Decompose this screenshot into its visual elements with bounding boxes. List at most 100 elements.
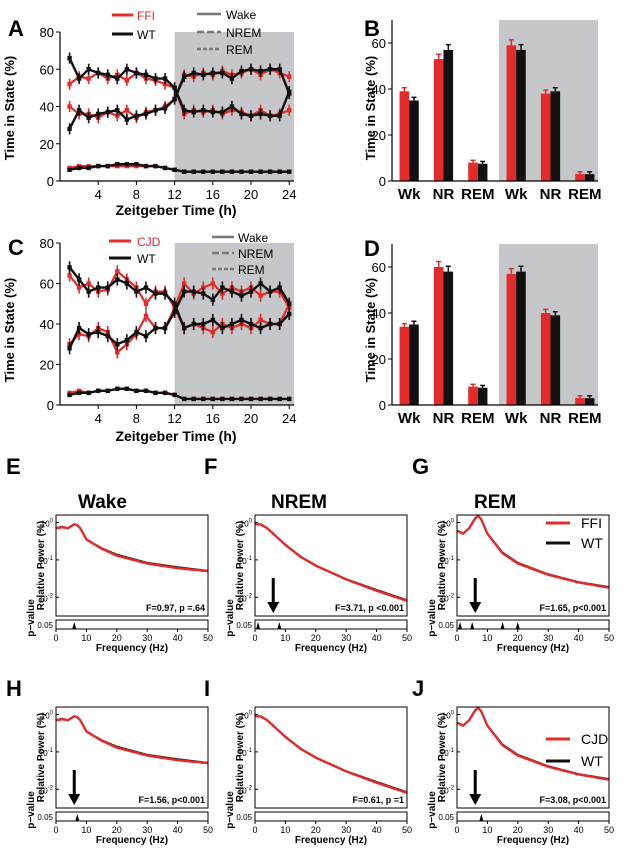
- bar: [468, 386, 478, 405]
- x-tick-label: 12: [167, 411, 181, 426]
- arrow-head: [267, 602, 280, 613]
- spectrum-line: [55, 523, 209, 572]
- pvalue-axis-label: p−value: [26, 791, 37, 829]
- panel-letter: H: [6, 676, 22, 701]
- data-point: [115, 277, 120, 282]
- bar: [477, 387, 488, 405]
- data-point: [210, 317, 216, 323]
- data-point: [267, 396, 273, 402]
- x-axis-label: Frequency (Hz): [295, 835, 367, 846]
- data-point: [86, 281, 91, 286]
- bar: [433, 267, 444, 405]
- x-tick-label: 10: [280, 825, 290, 835]
- plot-frame: [55, 514, 209, 617]
- data-point: [229, 321, 235, 327]
- panel-b: B Wk NR REM Wk NR REM 0 20 40 60 Time in State (%…: [363, 16, 602, 203]
- data-point: [153, 108, 158, 113]
- x-tick-label: Wk: [505, 410, 528, 427]
- spectrum-line: [55, 522, 209, 573]
- data-point: [76, 325, 82, 331]
- data-point: [96, 70, 101, 76]
- x-tick-label: 24: [282, 411, 296, 426]
- y-tick-label: 100: [41, 518, 54, 528]
- data-point: [258, 111, 263, 117]
- y-tick-label: 20: [40, 358, 54, 373]
- y-tick-label: 40: [372, 306, 386, 321]
- x-tick-label: 10: [482, 825, 492, 835]
- pvalue-bump: [515, 622, 520, 629]
- bar: [550, 315, 561, 405]
- bar: [443, 271, 454, 405]
- x-tick-label: 8: [133, 411, 140, 426]
- data-point: [229, 396, 235, 402]
- data-point: [76, 76, 82, 81]
- plot-frame: [254, 706, 408, 809]
- data-point: [287, 74, 292, 79]
- data-point: [124, 386, 130, 391]
- data-point: [153, 76, 158, 81]
- data-point: [172, 301, 177, 306]
- data-point: [201, 108, 206, 113]
- data-point: [143, 111, 149, 117]
- data-point: [248, 113, 254, 119]
- y-tick-label: 60: [40, 277, 54, 292]
- y-tick-label: 60: [372, 36, 386, 51]
- x-tick-label: 16: [206, 187, 220, 202]
- tick-exponent: -2: [449, 785, 455, 791]
- y-axis-label: Relative Power (%): [235, 521, 246, 610]
- data-point: [67, 104, 72, 109]
- y-axis-label: Time in State (%): [2, 56, 17, 161]
- data-point: [248, 289, 254, 294]
- tick-exponent: -2: [449, 593, 455, 599]
- panel-d: D Wk NR REM Wk NR REM 0 20 40 60 Time in State (%…: [363, 236, 602, 427]
- y-tick-label: 60: [40, 62, 54, 77]
- data-point: [248, 67, 254, 72]
- legend-rem-label: REM: [238, 263, 265, 277]
- panel-letter: A: [8, 16, 24, 41]
- data-point: [181, 281, 187, 286]
- x-tick-label: REM: [461, 410, 494, 427]
- data-point: [76, 277, 82, 282]
- x-axis-label: Frequency (Hz): [96, 835, 168, 846]
- tick-exponent: -2: [48, 785, 54, 791]
- x-tick-label: 10: [280, 633, 290, 643]
- data-point: [267, 321, 273, 327]
- data-point: [210, 281, 216, 286]
- data-point: [115, 76, 120, 81]
- legend-wt-label: WT: [137, 252, 156, 266]
- data-point: [96, 285, 101, 290]
- panel-letter: B: [364, 16, 380, 41]
- x-tick-label: REM: [568, 410, 601, 427]
- x-tick-label: 0: [252, 633, 257, 643]
- data-point: [239, 68, 244, 74]
- legend-wt-label: WT: [581, 753, 603, 769]
- data-point: [258, 281, 263, 286]
- data-point: [277, 321, 282, 327]
- data-point: [162, 390, 168, 396]
- x-tick-label: 10: [81, 633, 91, 643]
- data-point: [96, 329, 101, 335]
- data-point: [239, 317, 244, 323]
- spectrum-line: [55, 714, 209, 765]
- x-tick-label: 30: [341, 633, 351, 643]
- x-tick-label: 50: [604, 633, 614, 643]
- x-tick-label: 50: [402, 633, 412, 643]
- tick-exponent: -1: [48, 556, 54, 562]
- pvalue-axis-label: p−value: [225, 599, 236, 637]
- data-point: [105, 72, 110, 78]
- data-point: [229, 169, 235, 174]
- pvalue-strip: [254, 619, 408, 630]
- data-point: [162, 165, 168, 171]
- pvalue-bump: [458, 622, 463, 629]
- pvalue-axis-label: p−value: [427, 791, 438, 829]
- data-point: [124, 281, 130, 286]
- panel-letter: D: [364, 236, 380, 261]
- arrow-head: [68, 794, 81, 805]
- x-tick-label: NR: [433, 186, 455, 203]
- x-tick-label: 40: [574, 633, 584, 643]
- pvalue-bump: [500, 622, 505, 629]
- x-tick-label: 20: [244, 187, 258, 202]
- x-tick-label: 20: [513, 825, 523, 835]
